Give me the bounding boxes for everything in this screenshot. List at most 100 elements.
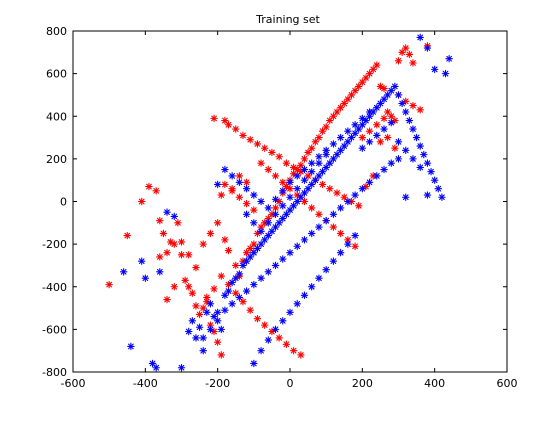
data-point-series-2: [286, 178, 294, 187]
data-point-series-2: [358, 144, 367, 152]
y-tick-label: -400: [42, 281, 67, 294]
data-point-series-2: [221, 306, 229, 314]
data-point-series-2: [137, 257, 146, 265]
data-point-series-2: [394, 155, 403, 163]
data-point-series-1: [174, 219, 182, 227]
data-point-series-1: [242, 178, 251, 187]
data-point-series-1: [300, 155, 309, 163]
data-point-series-2: [156, 268, 164, 276]
data-point-series-1: [232, 125, 240, 133]
data-point-series-2: [322, 163, 330, 172]
data-point-series-2: [322, 265, 330, 274]
data-point-series-2: [423, 159, 432, 167]
data-point-series-2: [307, 229, 316, 238]
data-point-series-1: [286, 184, 294, 193]
data-point-series-2: [315, 223, 323, 231]
data-point-series-2: [438, 193, 446, 201]
data-point-series-2: [257, 346, 265, 355]
data-point-series-2: [387, 159, 396, 167]
x-tick-label: 200: [352, 377, 373, 390]
data-point-series-1: [228, 187, 236, 195]
data-point-series-2: [188, 317, 197, 325]
data-point-series-2: [336, 248, 345, 257]
y-tick-label: 600: [46, 68, 67, 81]
data-point-series-2: [416, 142, 424, 150]
data-point-series-2: [271, 261, 280, 270]
data-point-series-2: [365, 108, 374, 116]
data-point-series-2: [242, 287, 251, 295]
data-point-series-1: [394, 57, 403, 65]
data-point-series-1: [373, 121, 381, 129]
data-point-series-1: [203, 293, 211, 302]
data-point-series-2: [380, 125, 388, 133]
data-point-series-2: [322, 150, 330, 159]
data-point-series-2: [250, 219, 258, 227]
data-point-series-2: [235, 293, 244, 302]
data-point-series-1: [275, 152, 283, 161]
data-point-series-1: [239, 131, 247, 140]
data-point-series-2: [141, 274, 150, 282]
data-point-series-2: [206, 325, 215, 334]
data-point-series-1: [123, 231, 131, 240]
data-point-series-1: [383, 133, 392, 142]
data-point-series-1: [163, 248, 171, 257]
y-tick-label: 400: [46, 110, 67, 123]
data-point-series-2: [199, 334, 207, 342]
data-point-series-2: [351, 191, 359, 199]
data-point-series-2: [398, 99, 406, 108]
data-point-series-2: [434, 184, 443, 193]
data-point-series-1: [199, 240, 207, 248]
data-point-series-2: [376, 99, 385, 108]
y-tick-label: -800: [42, 366, 67, 379]
data-point-series-2: [322, 216, 330, 225]
data-point-series-1: [409, 101, 417, 110]
data-point-series-1: [105, 280, 113, 289]
data-point-series-2: [315, 159, 323, 167]
data-point-series-1: [271, 172, 280, 180]
data-point-series-1: [315, 210, 323, 219]
data-point-series-1: [224, 246, 233, 255]
data-point-series-2: [344, 197, 352, 206]
data-point-series-1: [192, 263, 200, 272]
data-point-series-2: [257, 274, 265, 282]
data-point-series-2: [358, 184, 367, 193]
data-point-series-1: [253, 140, 262, 148]
data-point-series-2: [344, 127, 352, 135]
data-point-series-2: [224, 287, 233, 295]
data-point-series-2: [416, 163, 424, 172]
data-point-series-2: [430, 65, 439, 74]
x-tick-label: -600: [61, 377, 86, 390]
data-point-series-2: [246, 253, 254, 261]
data-point-series-2: [228, 172, 236, 180]
data-point-series-2: [127, 342, 135, 351]
data-point-series-2: [192, 334, 200, 342]
data-point-series-2: [213, 308, 222, 317]
data-point-series-2: [300, 236, 309, 244]
data-point-series-1: [177, 238, 186, 246]
data-point-series-2: [412, 133, 421, 142]
data-point-series-2: [217, 325, 226, 334]
data-point-series-2: [401, 146, 410, 155]
data-point-series-2: [286, 248, 294, 257]
x-tick-label: -400: [133, 377, 158, 390]
data-point-series-2: [430, 176, 439, 184]
data-point-series-1: [409, 59, 417, 67]
data-point-series-2: [358, 114, 367, 123]
data-point-series-1: [326, 184, 334, 193]
data-point-series-1: [333, 189, 341, 197]
data-point-series-1: [336, 229, 345, 238]
data-point-series-2: [336, 204, 345, 212]
data-point-series-1: [224, 121, 233, 129]
data-point-series-2: [257, 227, 265, 236]
data-point-series-2: [409, 125, 417, 133]
data-point-series-1: [282, 159, 291, 167]
x-tick-label: -200: [205, 377, 230, 390]
data-point-series-2: [373, 172, 381, 180]
y-tick-label: -600: [42, 323, 67, 336]
data-point-series-1: [170, 282, 179, 291]
data-point-series-1: [260, 321, 269, 329]
data-point-series-2: [307, 167, 316, 176]
data-point-series-1: [145, 182, 153, 191]
data-point-series-2: [264, 204, 273, 212]
